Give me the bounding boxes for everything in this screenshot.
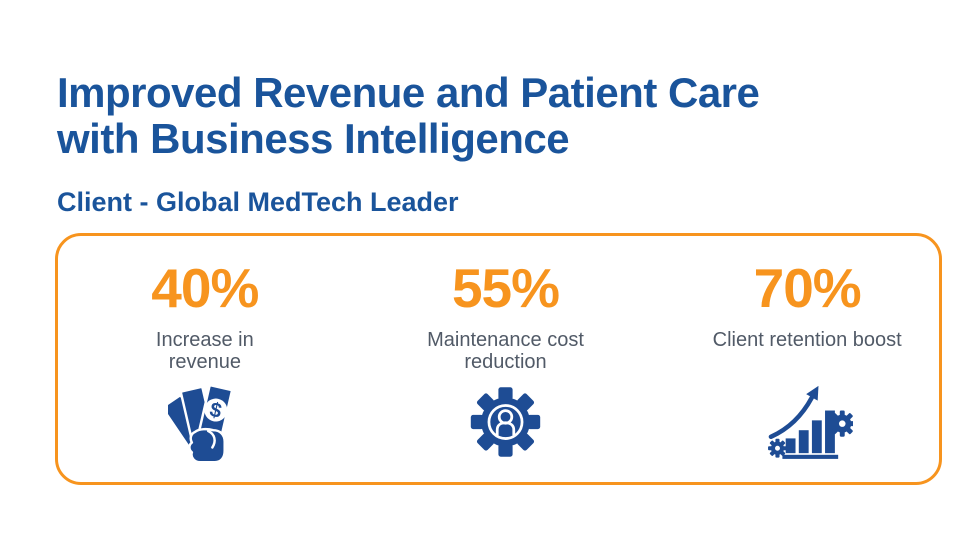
stat-card-maintenance: 55% Maintenance cost reduction (359, 236, 653, 482)
stat-label-revenue: Increase in revenue (155, 329, 254, 373)
stat-card-retention: 70% Client retention boost (660, 236, 954, 482)
stat-label-maintenance: Maintenance cost reduction (427, 329, 584, 373)
stat-value-revenue: 40% (151, 257, 259, 319)
stats-panel: 40% Increase in revenue $ (55, 233, 942, 485)
growth-bar-chart-icon (761, 381, 854, 463)
page-title-line1: Improved Revenue and Patient Care (57, 69, 760, 117)
stat-card-revenue: 40% Increase in revenue $ (58, 236, 352, 482)
page-title-line2: with Business Intelligence (57, 115, 570, 163)
stat-label-retention: Client retention boost (712, 329, 902, 351)
stat-value-retention: 70% (753, 257, 862, 319)
client-subtitle: Client - Global MedTech Leader (57, 187, 459, 218)
stat-value-maintenance: 55% (451, 257, 560, 319)
gear-person-icon (466, 381, 545, 463)
page-title: Improved Revenue and Patient Care with B… (57, 69, 760, 163)
money-in-hand-icon: $ (167, 381, 242, 463)
